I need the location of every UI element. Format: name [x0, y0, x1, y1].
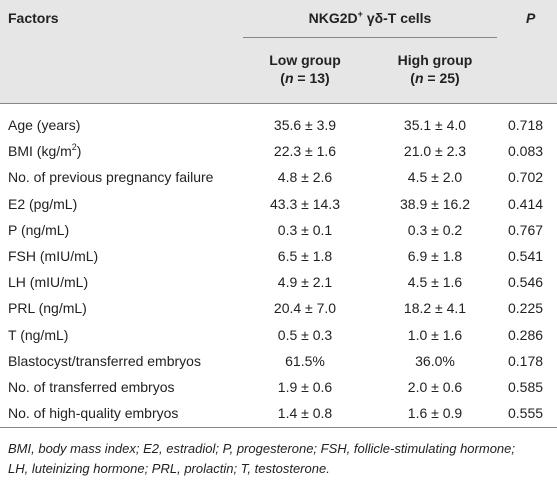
text: = 25)	[423, 70, 460, 86]
cell: 0.414	[508, 195, 544, 212]
text: n	[284, 70, 294, 86]
cell: 35.1 ± 4.0	[403, 117, 467, 133]
row-label: LH (mIU/mL)	[8, 274, 89, 291]
cell: 4.9 ± 2.1	[277, 274, 333, 291]
text: 2	[71, 142, 77, 153]
cell: 0.3 ± 0.2	[407, 221, 463, 238]
cell: 0.541	[508, 248, 544, 264]
header-p: P	[526, 10, 536, 26]
cell: 61.5%	[285, 352, 325, 369]
row-label: No. of transferred embryos	[8, 379, 175, 395]
cell: 0.178	[508, 352, 544, 369]
row-label: No. of previous pregnancy failure	[8, 169, 214, 186]
cell: 4.5 ± 1.6	[407, 274, 463, 291]
cell: 0.083	[508, 143, 544, 160]
header-group: NKG2D+ γδ-T cells	[309, 9, 432, 27]
header-rule	[243, 37, 497, 38]
row-label: E2 (pg/mL)	[8, 195, 78, 212]
text: NKG2D	[308, 10, 358, 26]
row-label: BMI (kg/m2)	[8, 142, 81, 160]
cell: 22.3 ± 1.6	[273, 143, 337, 160]
table-bottom-rule	[0, 427, 557, 428]
cell: 35.6 ± 3.9	[273, 117, 337, 133]
cell: 0.718	[508, 117, 544, 133]
cell: 0.286	[508, 326, 544, 343]
cell: 43.3 ± 14.3	[270, 195, 340, 212]
header-background	[0, 0, 557, 104]
text: (	[410, 70, 415, 86]
text: γδ-T cells	[362, 10, 432, 26]
row-label: No. of high-quality embryos	[8, 405, 179, 422]
cell: 6.5 ± 1.8	[277, 248, 333, 264]
cell: 18.2 ± 4.1	[403, 300, 467, 317]
cell: 4.8 ± 2.6	[277, 169, 333, 186]
text: High group	[397, 52, 473, 68]
cell: 0.546	[508, 274, 544, 291]
text: BMI (kg/m	[8, 143, 72, 160]
cell: 20.4 ± 7.0	[273, 300, 337, 317]
sup: +	[357, 9, 363, 19]
cell: 0.3 ± 0.1	[277, 221, 333, 238]
cell: 1.9 ± 0.6	[277, 379, 333, 395]
row-label: Age (years)	[8, 117, 81, 133]
cell: 0.5 ± 0.3	[277, 326, 333, 343]
footnote: BMI, body mass index; E2, estradiol; P, …	[8, 441, 515, 456]
row-label: T (ng/mL)	[8, 326, 69, 343]
cell: 0.767	[508, 221, 544, 238]
text: )	[76, 143, 82, 160]
row-label: P (ng/mL)	[8, 221, 70, 238]
cell: 1.6 ± 0.9	[407, 405, 463, 422]
cell: 0.555	[508, 405, 544, 422]
row-label: Blastocyst/transferred embryos	[8, 352, 201, 369]
text: Low group	[269, 52, 341, 68]
row-label: FSH (mIU/mL)	[8, 248, 99, 264]
text: = 13)	[293, 70, 330, 86]
header-high: High group (n = 25)	[398, 51, 473, 87]
cell: 0.702	[508, 169, 544, 186]
cell: 2.0 ± 0.6	[407, 379, 463, 395]
cell: 36.0%	[415, 352, 455, 369]
footnote: LH, luteinizing hormone; PRL, prolactin;…	[8, 461, 330, 476]
cell: 4.5 ± 2.0	[407, 169, 463, 186]
cell: 1.4 ± 0.8	[277, 405, 333, 422]
cell: 38.9 ± 16.2	[400, 195, 470, 212]
cell: 0.225	[508, 300, 544, 317]
cell: 1.0 ± 1.6	[407, 326, 463, 343]
text: (	[280, 70, 285, 86]
cell: 6.9 ± 1.8	[407, 248, 463, 264]
header-bottom-rule	[0, 103, 557, 104]
cell: 0.585	[508, 379, 544, 395]
header-factors: Factors	[8, 10, 59, 26]
header-low: Low group (n = 13)	[269, 51, 341, 87]
text: n	[414, 70, 424, 86]
row-label: PRL (ng/mL)	[8, 300, 87, 317]
cell: 21.0 ± 2.3	[403, 143, 467, 160]
